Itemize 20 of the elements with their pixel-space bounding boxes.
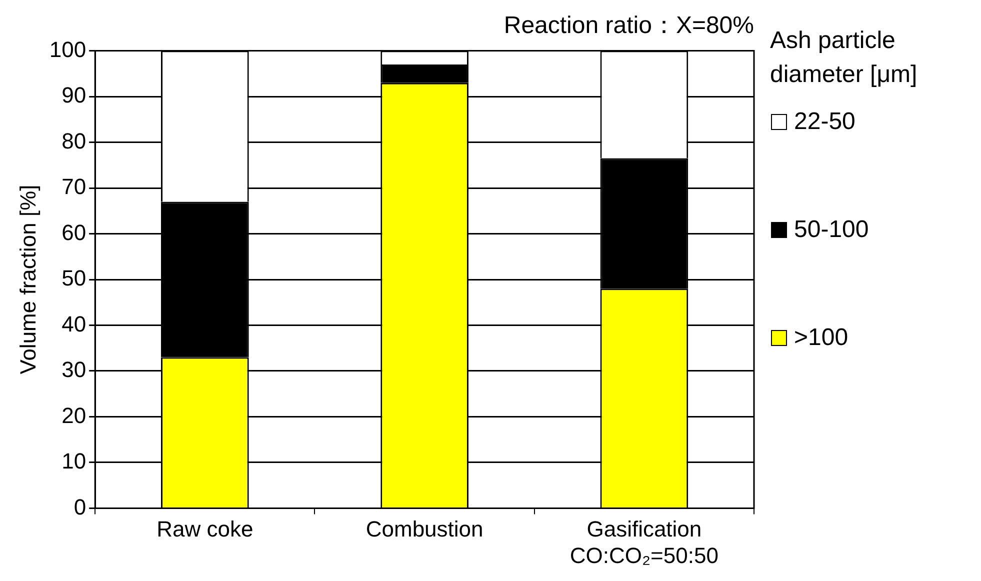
y-tick-label: 60 bbox=[62, 220, 86, 245]
text: 22-50 bbox=[794, 108, 856, 136]
chart-title: Reaction ratio：X=80% bbox=[504, 12, 754, 40]
y-axis-title: Volume fraction [%] bbox=[15, 184, 40, 374]
y-tick-label: 50 bbox=[62, 266, 86, 291]
legend-title: Ash particle diameter [μm] bbox=[770, 26, 918, 90]
y-tick-label: 90 bbox=[62, 82, 86, 108]
y-tick-label: 10 bbox=[62, 448, 86, 474]
x-tick-label: Gasification CO:CO₂=50:50 bbox=[570, 516, 718, 568]
legend-label: 50-100 bbox=[794, 216, 869, 244]
y-tick-label: 70 bbox=[62, 174, 86, 200]
y-tick-label: 30 bbox=[62, 357, 86, 382]
x-tick-label: Combustion bbox=[366, 516, 484, 542]
y-tick-label: 20 bbox=[62, 402, 86, 428]
y-tick-label: 0 bbox=[74, 494, 86, 520]
y-tick-label: 40 bbox=[62, 311, 86, 336]
x-tick-label: Raw coke bbox=[156, 516, 254, 542]
y-tick-label: 80 bbox=[62, 128, 86, 154]
y-tick-label: 100 bbox=[49, 36, 86, 62]
legend-label: >100 bbox=[794, 324, 848, 352]
